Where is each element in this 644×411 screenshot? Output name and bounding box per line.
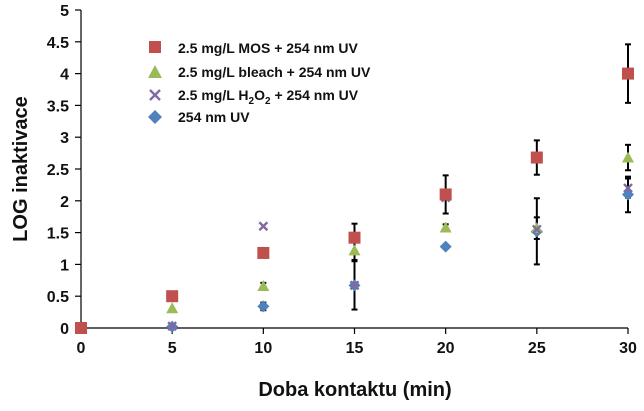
x-tick-label: 15 [346, 340, 364, 357]
legend-label-uv: 254 nm UV [178, 109, 250, 125]
data-point-mos [348, 231, 361, 244]
error-bars [260, 43, 631, 312]
data-point-bleach [257, 280, 270, 292]
y-tick-label: 2 [60, 194, 69, 211]
legend-label-h2o2-suffix: + 254 nm UV [271, 87, 359, 103]
data-point-bleach [622, 151, 634, 163]
data-point-uv [439, 240, 452, 253]
x-tick-label: 25 [528, 340, 546, 357]
y-tick-label: 0.5 [47, 289, 69, 306]
legend-label-h2o2-prefix: 2.5 mg/L H [178, 87, 249, 103]
legend-marker-triangle [148, 65, 162, 78]
data-point-bleach [439, 221, 452, 233]
ticks: 0 5 10 15 20 25 30 0 0.5 1 1.5 2 2.5 3 3.5 4 4.5 5 [47, 3, 637, 357]
y-tick-label: 0 [60, 321, 69, 338]
x-tick-label: 20 [437, 340, 455, 357]
x-tick-label: 5 [168, 340, 177, 357]
y-tick-label: 4 [60, 67, 69, 84]
legend-item-uv: 254 nm UV [148, 109, 250, 125]
y-tick-label: 2.5 [47, 162, 69, 179]
data-point-uv [622, 188, 634, 201]
legend-item-mos: 2.5 mg/L MOS + 254 nm UV [149, 40, 359, 56]
data-point-h2o2 [531, 224, 542, 235]
data-point-bleach [530, 222, 543, 234]
legend-label-h2o2-sub2: 2 [265, 96, 271, 107]
data-point-uv [257, 300, 270, 313]
y-tick-label: 3 [60, 130, 69, 147]
x-tick-label: 30 [619, 340, 637, 357]
data-point-mos [257, 246, 270, 259]
y-tick-label: 1.5 [47, 226, 69, 243]
legend-label-bleach: 2.5 mg/L bleach + 254 nm UV [178, 64, 371, 80]
y-tick-label: 5 [60, 3, 69, 20]
legend-item-bleach: 2.5 mg/L bleach + 254 nm UV [148, 64, 371, 80]
data-point-mos [530, 151, 543, 164]
data-point-h2o2 [167, 321, 178, 331]
legend-marker-square [149, 41, 161, 53]
data-point-mos [166, 290, 179, 303]
y-tick-label: 1 [60, 257, 69, 274]
data-point-h2o2 [349, 280, 360, 291]
legend-label-mos: 2.5 mg/L MOS + 254 nm UV [178, 40, 359, 56]
data-point-bleach [166, 302, 179, 314]
data-point-mos [622, 67, 634, 80]
legend-marker-x [149, 89, 161, 101]
legend-label-h2o2: 2.5 mg/L H2O2 + 254 nm UV [178, 87, 359, 107]
legend-item-h2o2: 2.5 mg/L H2O2 + 254 nm UV [149, 87, 359, 107]
data-markers [75, 67, 634, 334]
data-point-h2o2 [258, 221, 269, 232]
data-point-mos [75, 322, 87, 334]
x-tick-label: 10 [254, 340, 272, 357]
legend-marker-diamond [148, 110, 162, 124]
data-point-h2o2 [623, 183, 633, 193]
x-tick-label: 0 [77, 340, 86, 357]
y-tick-label: 3.5 [47, 98, 69, 115]
data-point-bleach [348, 244, 361, 256]
legend: 2.5 mg/L MOS + 254 nm UV 2.5 mg/L bleach… [148, 40, 371, 125]
x-axis-title: Doba kontaktu (min) [258, 379, 451, 401]
y-tick-label: 4.5 [47, 35, 69, 52]
data-point-mos [439, 188, 452, 201]
y-axis-title: LOG inaktivace [10, 96, 32, 242]
legend-label-h2o2-sub1: 2 [249, 96, 255, 107]
legend-label-h2o2-mid: O [254, 87, 265, 103]
